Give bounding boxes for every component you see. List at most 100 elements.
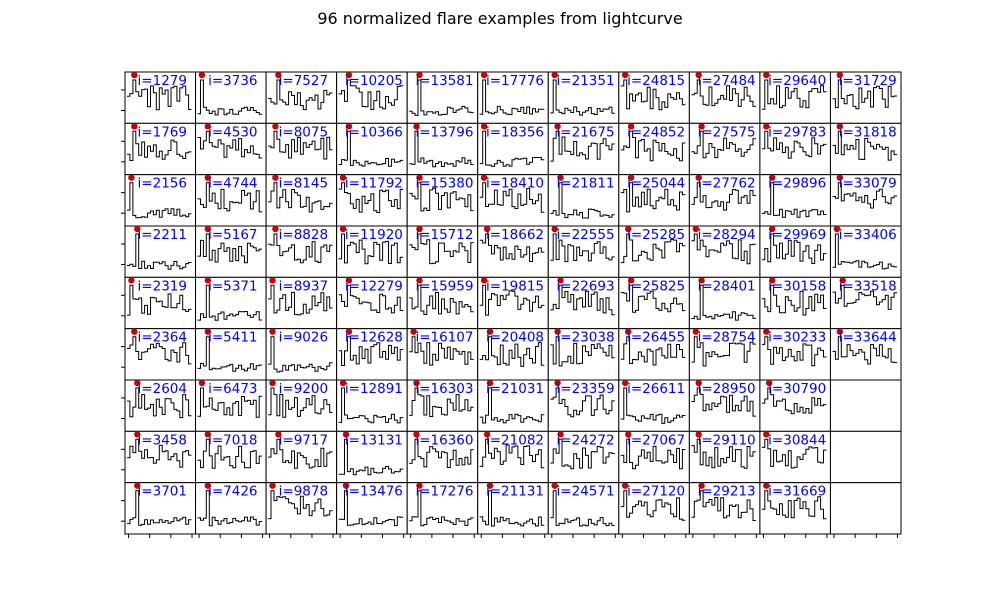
lightcurve-trace (479, 387, 545, 424)
panel-label: i=13476 (345, 484, 403, 500)
flare-peak-marker (272, 225, 279, 233)
flare-peak-marker (198, 379, 206, 387)
flare-peak-marker (345, 277, 353, 284)
flare-peak-marker (134, 431, 141, 438)
flare-peak-marker (627, 174, 635, 181)
panel-frame (195, 71, 267, 124)
empty-panel (829, 482, 902, 535)
panel-label: i=29213 (698, 484, 756, 500)
panel-frame (688, 328, 761, 381)
panel-frame (829, 122, 902, 176)
flare-peak-marker (275, 431, 282, 438)
flare-peak-marker (551, 71, 558, 79)
flare-peak-marker (763, 328, 770, 335)
panel-label: i=22555 (557, 227, 615, 243)
lightcurve-trace (409, 182, 474, 212)
flare-panel: i=5167 (195, 225, 267, 278)
panel-frame (265, 276, 338, 330)
flare-panel: i=13476 (336, 482, 408, 535)
flare-peak-marker (763, 71, 770, 79)
lightcurve-trace (409, 79, 474, 116)
panel-frame (406, 328, 479, 381)
lightcurve-trace (338, 490, 404, 527)
panel-frame (477, 379, 549, 432)
panel-label: i=33518 (839, 278, 897, 294)
lightcurve-trace (550, 438, 615, 470)
panel-frame (195, 482, 267, 535)
flare-peak-marker (486, 379, 494, 387)
flare-peak-marker (128, 174, 135, 181)
flare-peak-marker (692, 328, 699, 335)
panel-frame (477, 225, 549, 278)
flare-panel: i=5371 (195, 276, 267, 330)
flare-panel: i=24815 (618, 71, 690, 124)
flare-peak-marker (698, 277, 705, 284)
panel-frame (759, 328, 831, 381)
flare-peak-marker (557, 277, 564, 284)
flare-panel: i=33406 (829, 225, 902, 278)
flare-panel: i=11792 (336, 174, 408, 227)
panel-label: i=33644 (839, 330, 897, 346)
flare-peak-marker (204, 328, 211, 335)
lightcurve-trace (409, 130, 474, 168)
lightcurve-trace (409, 438, 474, 468)
flare-panel: i=28950 (688, 379, 761, 432)
panel-label: i=26455 (627, 330, 685, 346)
lightcurve-trace (761, 233, 827, 264)
flare-peak-marker (833, 225, 841, 233)
flare-panel: i=18356 (477, 122, 549, 176)
panel-label: i=12891 (345, 381, 403, 397)
panel-label: i=12628 (345, 330, 403, 346)
flare-panel: i=28401 (688, 276, 761, 330)
panel-frame (124, 482, 197, 535)
panel-label: i=21131 (486, 484, 544, 500)
lightcurve-trace (268, 336, 333, 373)
panel-label: i=9026 (279, 330, 328, 346)
panel-label: i=26611 (627, 381, 685, 397)
lightcurve-trace (409, 233, 474, 265)
panel-label: i=3736 (208, 73, 257, 89)
panel-label: i=19815 (486, 278, 544, 294)
panel-label: i=21811 (557, 176, 615, 192)
flare-panel: i=21082 (477, 430, 549, 484)
lightcurve-trace (127, 284, 192, 316)
flare-peak-marker (695, 379, 702, 387)
panel-label: i=10205 (345, 73, 403, 89)
lightcurve-trace (197, 438, 263, 469)
flare-peak-marker (339, 225, 347, 233)
flare-panel: i=15712 (406, 225, 479, 278)
flare-peak-marker (836, 328, 843, 335)
flare-panel: i=5411 (195, 328, 267, 381)
flare-peak-marker (622, 482, 629, 489)
flare-panel: i=31669 (759, 482, 831, 535)
panel-label: i=28754 (698, 330, 756, 346)
flare-peak-marker (695, 174, 702, 181)
lightcurve-trace (479, 130, 545, 167)
lightcurve-trace (197, 233, 263, 264)
flare-peak-marker (269, 379, 276, 387)
panel-label: i=30790 (768, 381, 826, 397)
panel-frame (547, 379, 620, 432)
lightcurve-trace (550, 130, 615, 162)
flare-panel: i=33079 (829, 174, 902, 227)
flare-panel: i=13581 (406, 71, 479, 124)
flare-panel: i=13796 (406, 122, 479, 176)
panel-label: i=3701 (138, 484, 187, 500)
flare-peak-marker (483, 225, 491, 233)
panel-label: i=2319 (138, 278, 187, 294)
flare-peak-marker (480, 123, 488, 130)
panel-frame (759, 430, 831, 484)
lightcurve-trace (127, 490, 192, 526)
flare-panel: i=28294 (688, 225, 761, 278)
flare-panel: i=24571 (547, 482, 620, 535)
flare-panel: i=29969 (759, 225, 831, 278)
panel-frame (759, 71, 831, 124)
panel-label: i=4744 (208, 176, 257, 192)
panel-frame (759, 174, 831, 227)
flare-peak-marker (204, 225, 211, 233)
lightcurve-trace (479, 336, 545, 367)
lightcurve-trace (479, 438, 545, 469)
panel-label: i=28401 (698, 278, 756, 294)
flare-panel: i=31818 (829, 122, 902, 176)
panel-label: i=25044 (627, 176, 685, 192)
